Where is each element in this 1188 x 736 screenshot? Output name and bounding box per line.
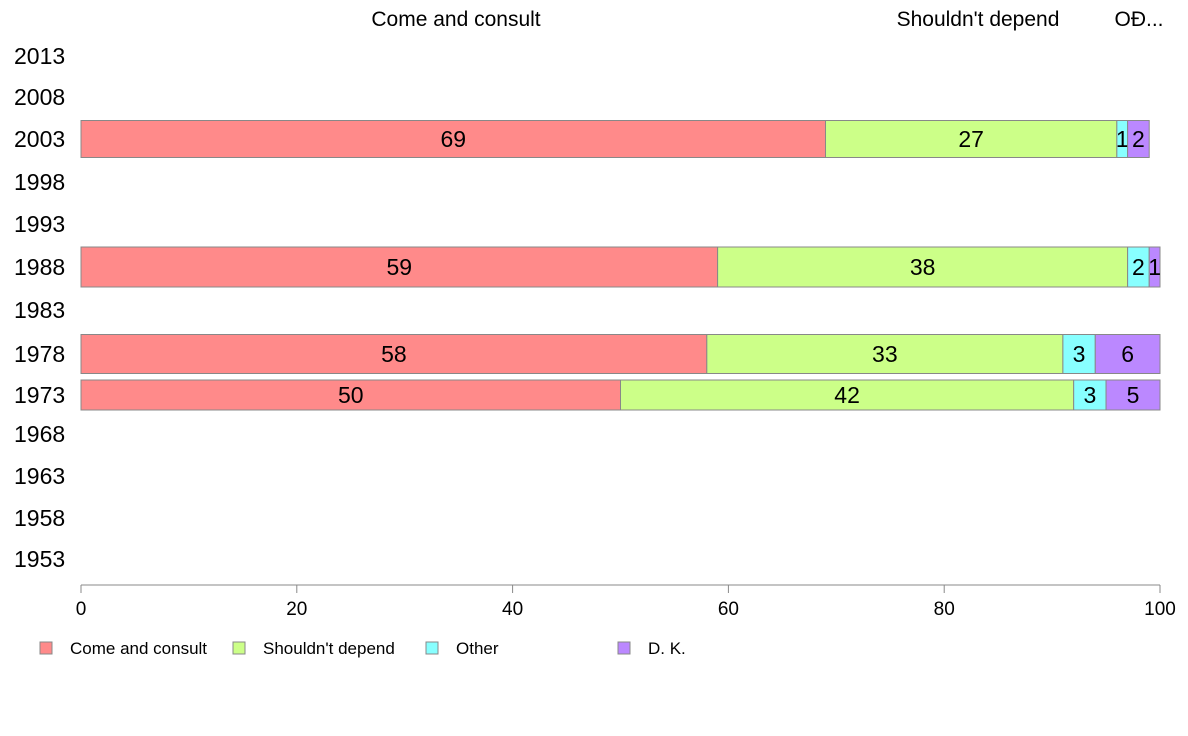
legend-label-come-and-consult: Come and consult [70,639,207,658]
bar-1973-shouldn-t-depend [620,379,1075,411]
bar-1978-d-k [1094,334,1161,374]
bar-segments: 69 27 1 259 38 2 158 33 3 650 42 3 5 [80,120,1161,411]
data-label-2003-come-and-consult: 69 [440,126,466,152]
data-label-1988-d-k: 1 [1148,254,1161,280]
year-label-1998: 1998 [14,169,65,195]
data-label-1988-shouldn-t-depend: 38 [910,254,936,280]
data-label-2003-d-k: 2 [1132,126,1145,152]
y-axis-labels: 2013 2008 2003 1998 1993 1988 1983 1978 1973 1968… [14,43,65,572]
x-tick-label-40: 40 [502,599,523,620]
year-label-2013: 2013 [14,43,65,69]
year-label-1978: 1978 [14,341,65,367]
data-label-1978-d-k: 6 [1121,341,1134,367]
x-axis: 0 20 40 60 80 100 [76,584,1176,620]
bar-1988-shouldn-t-depend [717,246,1129,288]
top-series-labels: Come and consult Shouldn't depend OĐ... [371,8,1163,31]
year-label-1958: 1958 [14,505,65,531]
data-label-1988-come-and-consult: 59 [387,254,413,280]
data-label-1978-other: 3 [1073,341,1086,367]
bar-2003-shouldn-t-depend [825,120,1118,158]
year-label-1963: 1963 [14,463,65,489]
year-label-1968: 1968 [14,421,65,447]
x-tick-label-100: 100 [1144,599,1176,620]
legend-swatch-d-k [617,641,631,655]
bar-2003-d-k [1127,120,1150,158]
bar-1978-come-and-consult [80,334,708,374]
x-tick-label-20: 20 [286,599,307,620]
data-label-1978-shouldn-t-depend: 33 [872,341,898,367]
legend-label-shouldn-t-depend: Shouldn't depend [263,639,395,658]
year-label-1988: 1988 [14,254,65,280]
bar-1988-d-k [1148,246,1161,288]
year-label-1973: 1973 [14,382,65,408]
legend-label-d-k: D. K. [648,639,686,658]
legend-swatch-come-and-consult [39,641,53,655]
legend: Come and consult Shouldn't depend Other D. … [39,639,686,658]
year-label-1993: 1993 [14,211,65,237]
data-label-1973-d-k: 5 [1127,382,1140,408]
legend-swatch-shouldn-t-depend [232,641,246,655]
data-label-1978-come-and-consult: 58 [381,341,407,367]
top-label-come-and-consult: Come and consult [371,8,540,31]
data-label-1973-shouldn-t-depend: 42 [834,382,860,408]
year-label-2003: 2003 [14,126,65,152]
top-label-shouldnt-depend: Shouldn't depend [897,8,1060,31]
data-label-1973-come-and-consult: 50 [338,382,364,408]
bar-1988-come-and-consult [80,246,719,288]
x-tick-label-0: 0 [76,599,87,620]
year-label-2008: 2008 [14,84,65,110]
x-tick-label-60: 60 [718,599,739,620]
data-label-1988-other: 2 [1132,254,1145,280]
year-label-1983: 1983 [14,297,65,323]
bar-2003-come-and-consult [80,120,827,158]
year-label-1953: 1953 [14,546,65,572]
x-tick-label-80: 80 [934,599,955,620]
legend-label-other: Other [456,639,499,658]
top-label-other: OĐ... [1114,8,1163,31]
data-label-2003-other: 1 [1116,126,1129,152]
data-label-2003-shouldn-t-depend: 27 [958,126,984,152]
data-label-1973-other: 3 [1083,382,1096,408]
bar-1978-shouldn-t-depend [706,334,1064,374]
bar-1973-d-k [1105,379,1161,411]
legend-swatch-other [425,641,439,655]
